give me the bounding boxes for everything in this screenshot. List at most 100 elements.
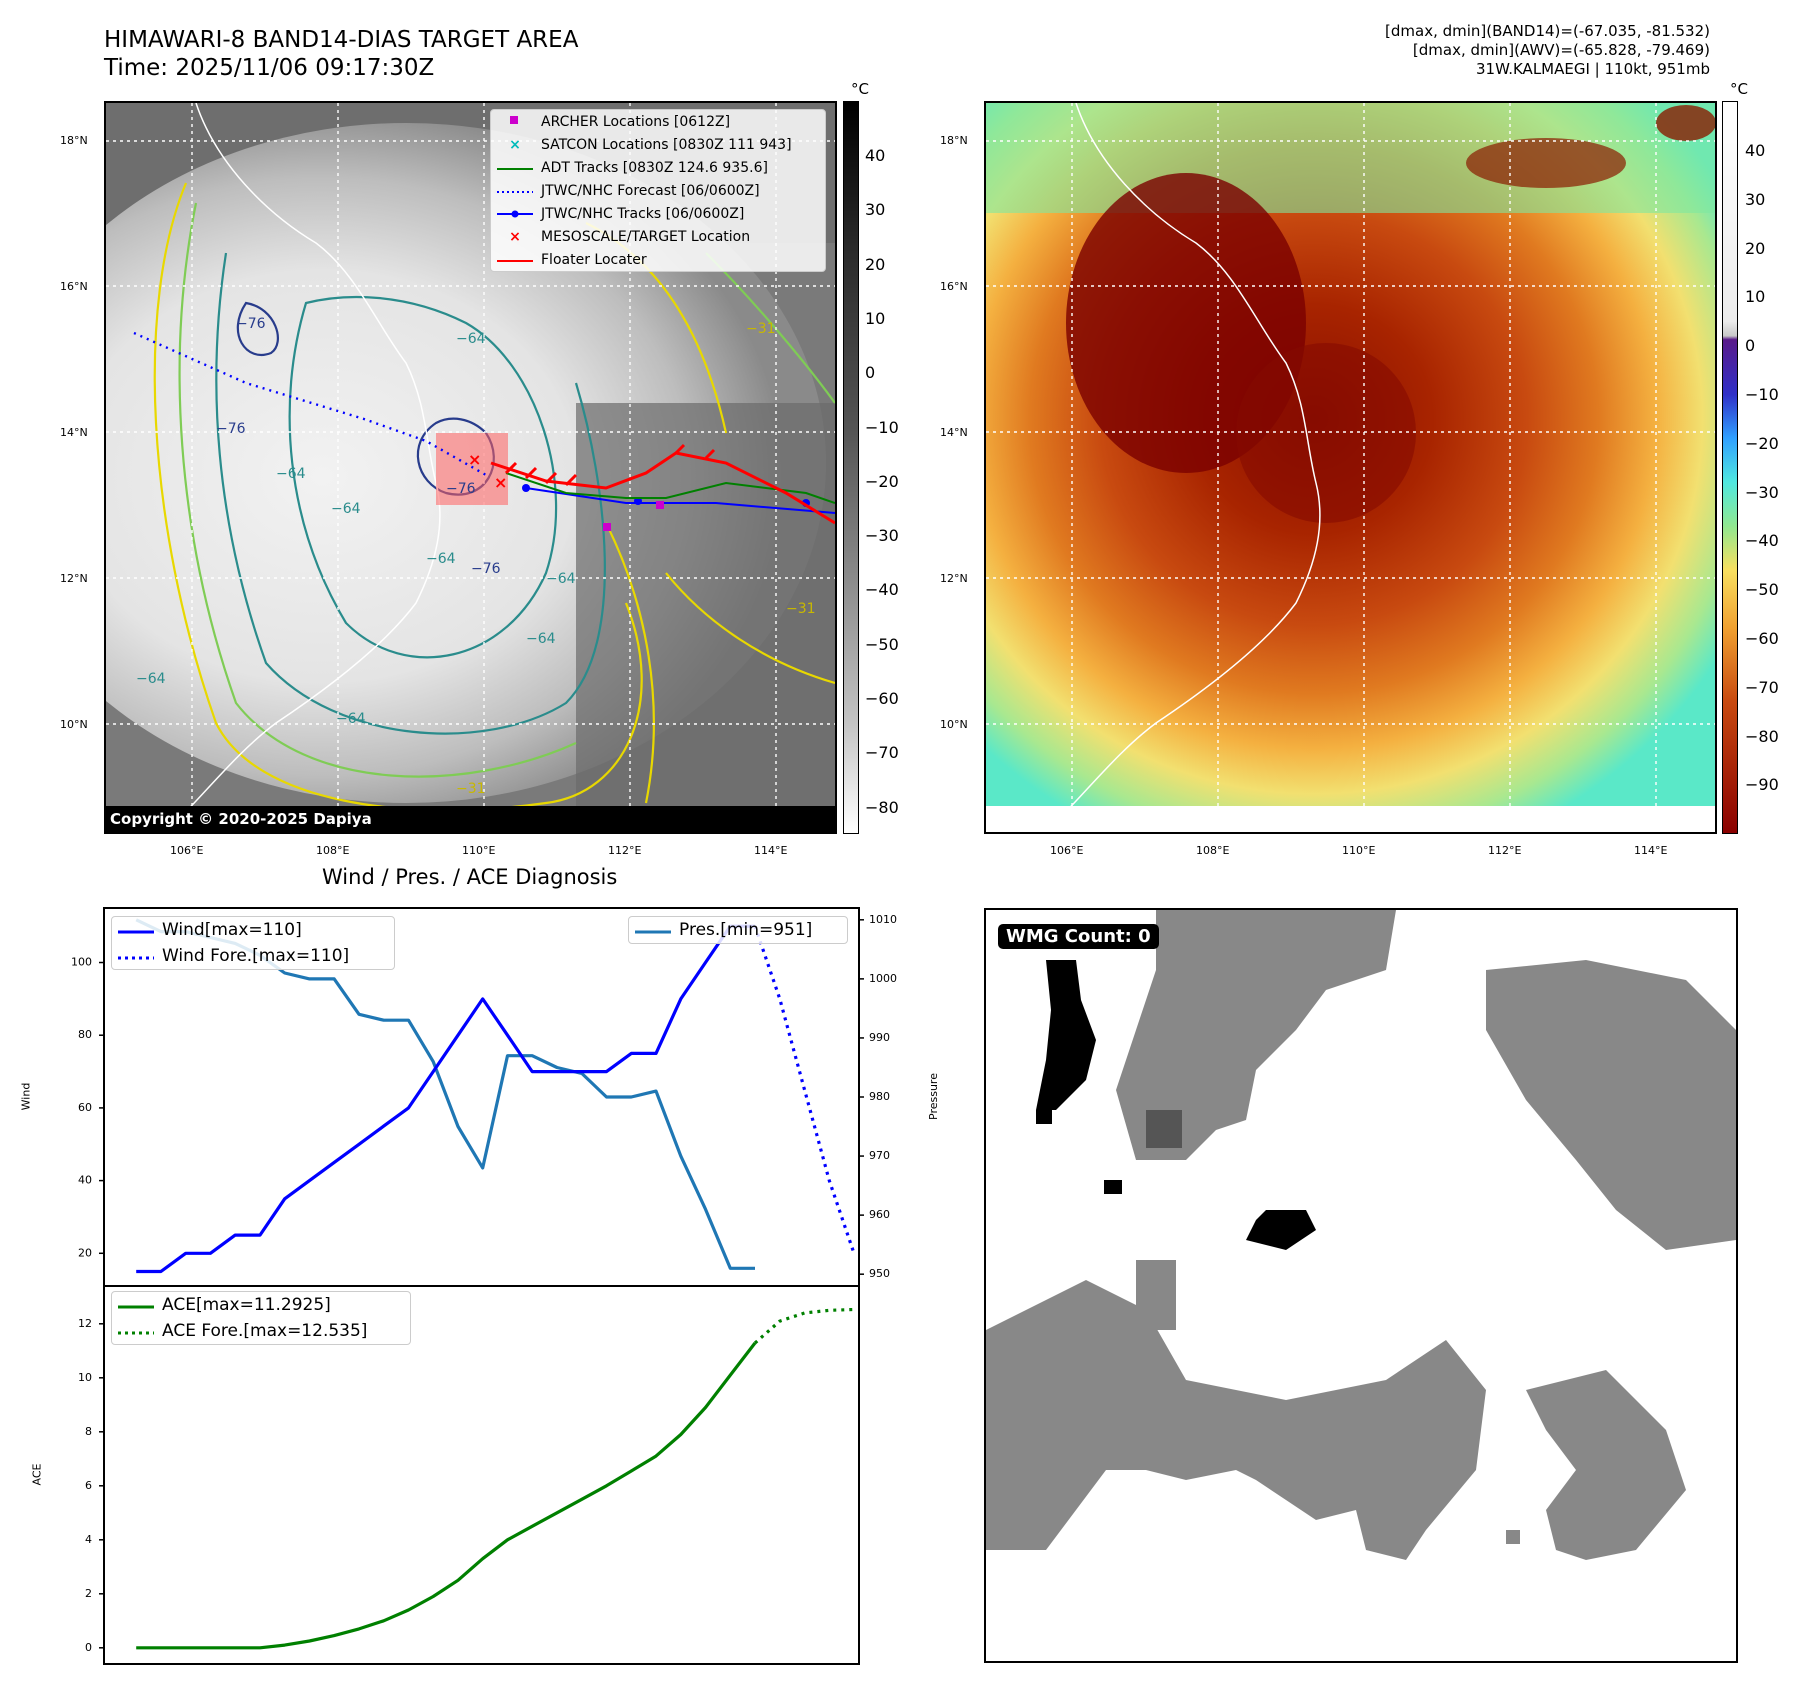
ir-map-panel: × × −76 −64 −64 −76 −64 −64 −76 −64 −31 …	[104, 101, 837, 834]
legend-label: JTWC/NHC Tracks [06/0600Z]	[541, 205, 745, 222]
wmg-panel: WMG Count: 0	[984, 908, 1738, 1663]
lat-tick: 18°N	[60, 134, 88, 147]
pressure-tick-label: 1010	[869, 913, 897, 926]
diagnosis-chart: 1008060402010101000990980970960950121086…	[71, 907, 897, 1665]
colorbar-tick: −40	[1745, 531, 1779, 551]
title-line-1: HIMAWARI-8 BAND14-DIAS TARGET AREA	[104, 27, 579, 53]
colorbar-tick: 30	[1745, 189, 1766, 209]
lon-tick: 114°E	[754, 844, 788, 857]
contour-label: −64	[426, 551, 456, 567]
pressure-tick-label: 980	[869, 1090, 890, 1103]
contour-label: −64	[546, 571, 576, 587]
colorbar-tick: −20	[865, 471, 899, 491]
wmg-image	[986, 910, 1736, 1560]
lon-tick: 112°E	[1488, 844, 1522, 857]
colorbar-tick: −90	[1745, 775, 1779, 795]
legend-label: ADT Tracks [0830Z 124.6 935.6]	[541, 159, 768, 176]
pressure-axis-label: Pressure	[926, 1073, 940, 1120]
colorbar-tick: 0	[1745, 336, 1756, 356]
wind-tick-label: 80	[78, 1028, 92, 1041]
lon-tick: 106°E	[1050, 844, 1084, 857]
legend-label: Pres.[min=951]	[679, 920, 813, 940]
line-icon	[118, 920, 154, 940]
colorbar-tick: 0	[865, 363, 876, 383]
x-marker-icon: ×	[509, 228, 521, 245]
ace-tick-label: 8	[85, 1425, 92, 1438]
legend-label: ACE[max=11.2925]	[162, 1295, 331, 1315]
lon-tick: 112°E	[608, 844, 642, 857]
ace-series-line	[136, 1342, 757, 1650]
pressure-tick-label: 1000	[869, 972, 897, 985]
wind-tick-label: 100	[71, 956, 92, 969]
legend-item-ace: ACE[max=11.2925]	[112, 1292, 410, 1318]
colorbar-tick: −10	[865, 417, 899, 437]
contour-label: −31	[786, 601, 816, 617]
ir-colorbar	[843, 101, 859, 834]
lon-tick: 106°E	[170, 844, 204, 857]
legend-label: ARCHER Locations [0612Z]	[541, 113, 731, 130]
storm-info: [dmax, dmin](BAND14)=(-67.035, -81.532) …	[1385, 22, 1710, 79]
ace-axis-label: ACE	[30, 1463, 44, 1486]
dotted-line-icon	[497, 183, 533, 199]
lon-tick: 108°E	[316, 844, 350, 857]
lat-tick: 18°N	[940, 134, 968, 147]
contour-label: −64	[456, 331, 486, 347]
ace-tick-label: 4	[85, 1533, 92, 1546]
legend-label: SATCON Locations [0830Z 111 943]	[541, 136, 792, 153]
contour-label: −64	[526, 631, 556, 647]
colorbar-tick: 30	[865, 200, 886, 220]
lon-tick: 110°E	[1342, 844, 1376, 857]
contour-label: −76	[236, 316, 266, 332]
colorbar-tick: 10	[865, 308, 886, 328]
contour-label: −76	[446, 481, 476, 497]
line-icon	[497, 252, 533, 268]
legend-label: JTWC/NHC Forecast [06/0600Z]	[541, 182, 760, 199]
copyright-bar	[106, 806, 835, 832]
svg-text:×: ×	[468, 450, 481, 469]
wind-tick-label: 60	[78, 1101, 92, 1114]
contour-label: −76	[216, 421, 246, 437]
ace-tick-label: 10	[78, 1371, 92, 1384]
lat-tick: 16°N	[60, 280, 88, 293]
contour-label: −76	[471, 561, 501, 577]
info-line-3: 31W.KALMAEGI | 110kt, 951mb	[1476, 60, 1710, 78]
pressure-tick-label: 950	[869, 1267, 890, 1280]
lat-tick: 16°N	[940, 280, 968, 293]
title-line-2: Time: 2025/11/06 09:17:30Z	[104, 55, 435, 81]
lat-tick: 12°N	[940, 572, 968, 585]
legend-item-ace-forecast: ACE Fore.[max=12.535]	[112, 1318, 410, 1344]
colorbar-tick: −60	[1745, 629, 1779, 648]
pressure-series-line	[135, 918, 755, 1270]
colorbar-tick: −20	[1745, 433, 1779, 453]
lat-tick: 12°N	[60, 572, 88, 585]
legend-item-wind: Wind[max=110]	[112, 917, 394, 943]
awv-map-image	[986, 103, 1715, 832]
info-line-2: [dmax, dmin](AWV)=(-65.828, -79.469)	[1412, 41, 1710, 59]
square-marker-icon	[497, 114, 533, 130]
colorbar-tick: 20	[1745, 238, 1766, 258]
lat-tick: 14°N	[60, 426, 88, 439]
colorbar-tick: 20	[865, 254, 886, 274]
legend-item-forecast: JTWC/NHC Forecast [06/0600Z]	[491, 179, 825, 202]
figure-title: HIMAWARI-8 BAND14-DIAS TARGET AREA Time:…	[104, 26, 578, 82]
colorbar-tick: −40	[865, 580, 899, 600]
awv-colorbar	[1722, 101, 1738, 834]
wind-forecast-line	[753, 925, 856, 1254]
legend-label: MESOSCALE/TARGET Location	[541, 228, 751, 245]
wind-tick-label: 40	[78, 1174, 92, 1187]
colorbar-tick: 40	[865, 146, 886, 165]
ace-legend: ACE[max=11.2925] ACE Fore.[max=12.535]	[111, 1291, 411, 1345]
ace-tick-label: 2	[85, 1587, 92, 1600]
ace-tick-label: 6	[85, 1479, 92, 1492]
awv-map-panel	[984, 101, 1717, 834]
lon-tick: 110°E	[462, 844, 496, 857]
colorbar-tick: −50	[1745, 580, 1779, 600]
contour-label: −31	[746, 321, 776, 337]
colorbar-tick: −10	[1745, 385, 1779, 404]
contour-label: −64	[331, 501, 361, 517]
dotted-line-icon	[118, 946, 154, 966]
line-dot-icon	[497, 206, 533, 222]
legend-label: Floater Locater	[541, 251, 647, 268]
colorbar-tick: 10	[1745, 287, 1766, 307]
lat-tick: 10°N	[60, 718, 88, 731]
